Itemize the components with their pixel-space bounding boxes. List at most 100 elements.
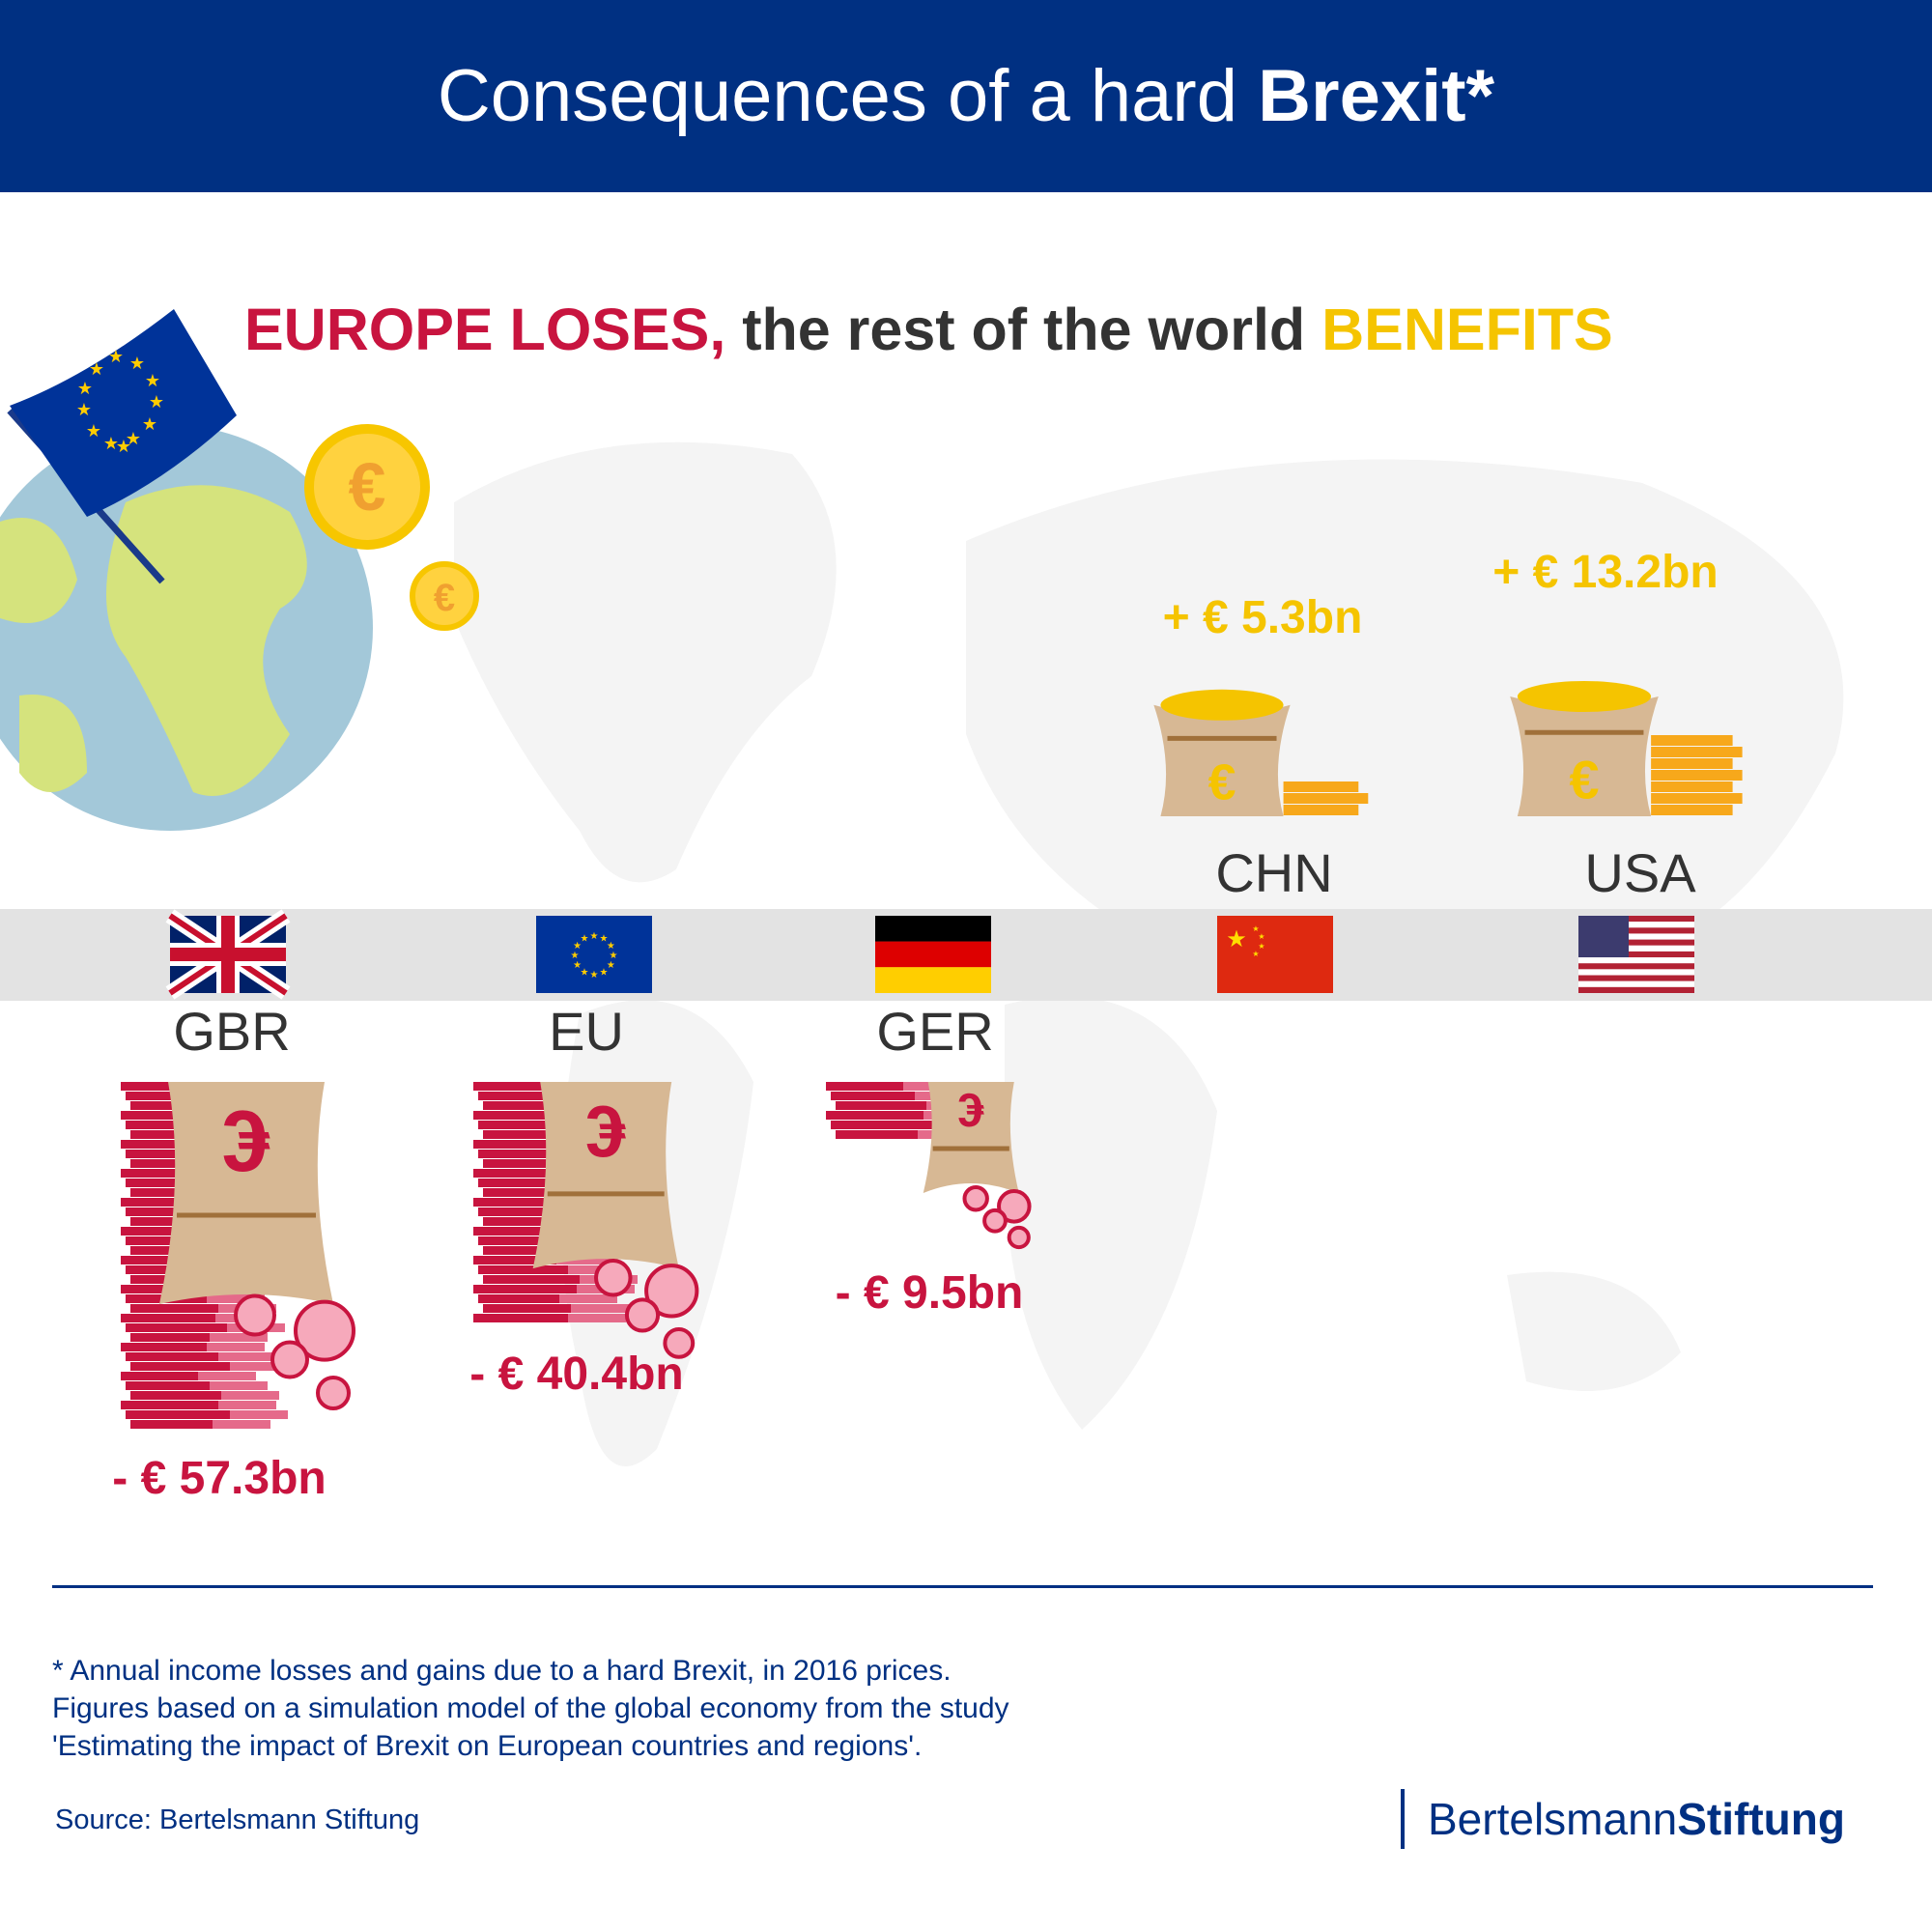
coin-row	[230, 1362, 288, 1371]
source-text: Source: Bertelsmann Stiftung	[55, 1804, 420, 1835]
footer-divider	[52, 1585, 1873, 1588]
coin-row	[478, 1121, 582, 1129]
euro-symbol-icon: €	[222, 1094, 270, 1190]
money-bag-icon	[159, 1082, 333, 1304]
coin-row	[210, 1381, 268, 1390]
coin-row	[836, 1130, 918, 1139]
globe-illustration: ★ ★★★★★★★★★★★ € €	[0, 309, 479, 831]
coin-row	[213, 1420, 270, 1429]
value-label-gbr: - € 57.3bn	[112, 1453, 327, 1504]
flag-stripe	[1578, 916, 1694, 923]
logo-part-1: Bertelsmann	[1428, 1794, 1678, 1844]
coin-row	[126, 1208, 204, 1216]
falling-coin-icon	[1007, 1225, 1031, 1250]
gold-coins-icon	[1517, 681, 1652, 713]
flag-stripe	[1578, 980, 1694, 987]
country-label-usa: USA	[1584, 842, 1696, 903]
svg-text:★: ★	[607, 941, 615, 952]
gold-coins-icon	[1160, 689, 1284, 721]
euro-coin-small-icon	[410, 561, 479, 631]
svg-text:★: ★	[126, 429, 141, 448]
coin-row	[126, 1381, 210, 1390]
pictogram-ger: €	[826, 1082, 1032, 1250]
flag-stripe	[1578, 922, 1694, 928]
coin-row	[473, 1227, 565, 1236]
svg-text:★: ★	[581, 967, 589, 978]
flag-canton	[1578, 916, 1629, 957]
subtitle-loses: EUROPE LOSES,	[244, 297, 726, 362]
coin-row	[478, 1208, 556, 1216]
svg-text:★: ★	[76, 400, 92, 419]
falling-coin-icon	[234, 1293, 276, 1337]
falling-coin-icon	[270, 1340, 309, 1379]
coin-row	[230, 1410, 288, 1419]
coin-row	[126, 1410, 230, 1419]
title-asterisk: *	[1465, 55, 1495, 137]
coin-row	[568, 1314, 626, 1322]
coin-row	[483, 1159, 585, 1168]
pictogram-chn: €	[1153, 689, 1369, 816]
value-label-chn: + € 5.3bn	[1162, 592, 1363, 643]
flag-stripe	[1578, 951, 1694, 958]
subtitle-benefits: BENEFITS	[1321, 297, 1613, 362]
page-title: Consequences of a hard Brexit*	[0, 0, 1932, 192]
coin-row	[478, 1092, 562, 1100]
svg-text:★: ★	[590, 970, 599, 980]
svg-text:★: ★	[1252, 924, 1259, 933]
svg-text:★: ★	[600, 934, 609, 945]
coin-row	[121, 1227, 213, 1236]
coin-row	[198, 1372, 256, 1380]
coin-row	[483, 1130, 565, 1139]
value-label-eu: - € 40.4bn	[469, 1349, 684, 1400]
coin-row	[483, 1188, 577, 1197]
coin-row	[121, 1314, 215, 1322]
footnote-line-2: Figures based on a simulation model of t…	[52, 1692, 1009, 1724]
value-label-ger: - € 9.5bn	[835, 1267, 1024, 1319]
svg-text:★: ★	[571, 951, 580, 961]
coin-row	[1651, 781, 1733, 792]
coin-row	[1283, 781, 1359, 792]
coin-row	[478, 1236, 577, 1245]
svg-text:★: ★	[1258, 942, 1264, 951]
svg-text:★: ★	[86, 421, 101, 440]
coin-row	[210, 1333, 268, 1342]
falling-coin-icon	[316, 1376, 351, 1410]
flag-usa-icon	[1578, 916, 1694, 993]
svg-text:★: ★	[129, 354, 145, 373]
coin-row	[1283, 793, 1369, 804]
coin-row	[483, 1304, 571, 1313]
coin-row	[1651, 747, 1743, 757]
coin-row	[121, 1198, 221, 1207]
flag-stripe	[1578, 933, 1694, 940]
coin-row	[126, 1092, 210, 1100]
euro-coin-large-icon	[304, 424, 430, 550]
header-bar	[0, 0, 1932, 192]
euro-symbol-icon: €	[585, 1092, 626, 1173]
coin-row	[207, 1343, 265, 1351]
coin-row	[473, 1111, 571, 1120]
coin-row	[473, 1082, 551, 1091]
euro-glyph-small: €	[434, 577, 455, 619]
euro-symbol-icon: €	[1208, 754, 1236, 810]
money-bag-icon	[1510, 696, 1659, 816]
money-bag-icon	[532, 1082, 679, 1269]
title-regular: Consequences of a hard	[437, 55, 1259, 137]
coin-row	[483, 1275, 580, 1284]
bertelsmann-logo: BertelsmannStiftung	[1401, 1789, 1845, 1849]
country-label-ger: GER	[876, 1001, 994, 1062]
svg-text:★: ★	[149, 392, 164, 412]
flag-stripe	[1578, 969, 1694, 976]
euro-glyph-large: €	[349, 449, 386, 525]
flag-stripe	[1578, 957, 1694, 964]
euro-symbol-icon: €	[957, 1084, 984, 1137]
svg-text:★: ★	[573, 960, 582, 971]
pictogram-usa: €	[1510, 681, 1743, 816]
coin-row	[1651, 770, 1743, 781]
pictogram-eu: €	[473, 1082, 699, 1359]
falling-coin-icon	[294, 1299, 355, 1362]
coin-row	[121, 1256, 204, 1264]
coin-row	[483, 1246, 588, 1255]
coin-row	[130, 1333, 210, 1342]
coin-row	[483, 1101, 574, 1110]
